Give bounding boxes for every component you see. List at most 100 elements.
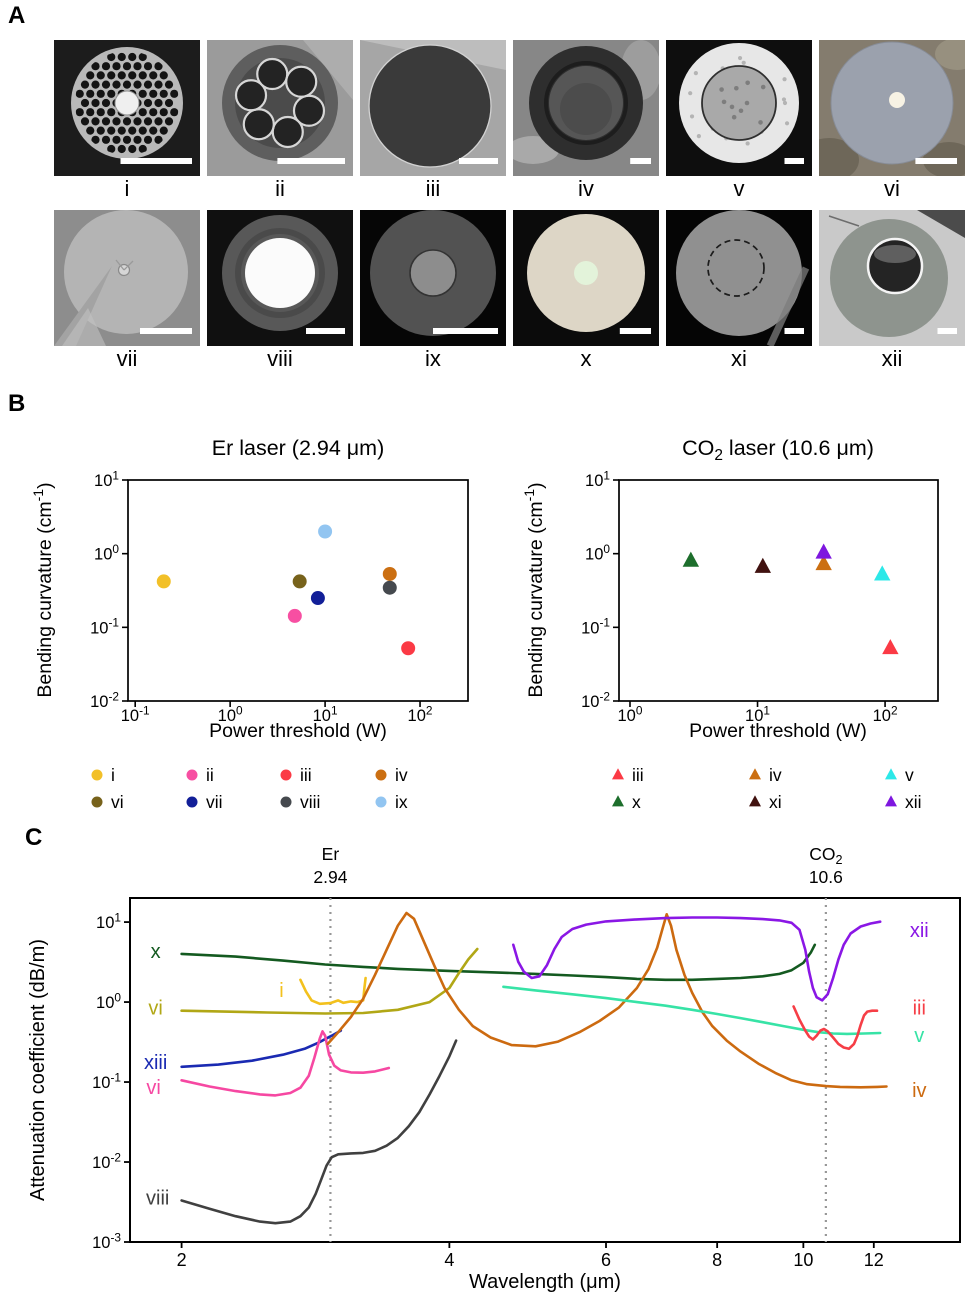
micrograph-cell-i: i: [54, 40, 200, 204]
y-tick-label: 10-2: [90, 689, 119, 711]
y-tick-label: 10-3: [92, 1230, 121, 1252]
panel-c-label: C: [25, 824, 43, 851]
point-vi: [292, 574, 307, 589]
x-tick-label: 6: [601, 1250, 611, 1270]
curve-v: [502, 985, 882, 1036]
x-tick-label: 101: [745, 703, 770, 725]
micrograph-cell-iv: iv: [513, 40, 659, 204]
curve-iii: [792, 1005, 879, 1051]
legend-label: iii: [300, 765, 312, 785]
co2-laser-chart: CO2 laser (10.6 μm) Bending curvature (cm…: [521, 436, 939, 812]
legend-marker: [375, 769, 387, 781]
x-axis-label: Wavelength (μm): [469, 1271, 621, 1293]
y-tick-label: 101: [94, 468, 119, 490]
scale-bar: [459, 158, 498, 164]
micrograph-cell-xii: xii: [819, 210, 965, 374]
micrograph-vi: [819, 40, 965, 176]
y-axis-label: Bending curvature (cm-1): [521, 482, 547, 697]
legend-label: ix: [395, 792, 408, 812]
x-tick-label: 8: [712, 1250, 722, 1270]
legend-item-xii: xii: [885, 792, 922, 812]
curve-label-v: v: [914, 1025, 924, 1047]
micrograph-label-xi: xi: [731, 346, 747, 371]
micrograph-label-vii: vii: [116, 346, 138, 371]
micrograph-x: [513, 210, 659, 346]
micrograph-cell-iii: iii: [360, 40, 506, 204]
legend-label: vii: [206, 792, 223, 812]
point-ii: [287, 608, 302, 623]
curve-vi-pink: [180, 1030, 391, 1097]
point-iii: [882, 639, 899, 655]
legend-marker: [749, 795, 761, 807]
scale-bar: [630, 158, 651, 164]
y-tick-label: 101: [585, 468, 610, 490]
micrograph-cell-x: x: [513, 210, 659, 374]
micrograph-cell-vi: vi: [819, 40, 965, 204]
micrograph-vii: [54, 210, 200, 346]
legend-marker: [885, 768, 897, 780]
plot-frame: [618, 479, 939, 702]
micrograph-label-viii: viii: [267, 346, 293, 371]
legend-label: iv: [769, 765, 782, 785]
micrograph-i: [54, 40, 200, 176]
micrograph-cell-viii: viii: [207, 210, 353, 374]
x-tick-label: 100: [618, 703, 643, 725]
micrograph-cell-v: v: [666, 40, 812, 204]
laser-annotation: Er: [322, 844, 340, 864]
legend-marker: [280, 796, 292, 808]
x-tick-label: 10: [793, 1250, 813, 1270]
plot-frame: [127, 479, 469, 702]
legend-label: xi: [769, 792, 782, 812]
x-tick-label: 10-1: [121, 703, 150, 725]
plot-frame: [129, 897, 961, 1243]
micrograph-cell-vii: vii: [54, 210, 200, 374]
scale-bar: [140, 328, 192, 334]
legend-item-iii: iii: [280, 765, 312, 785]
point-viii: [382, 580, 397, 595]
micrograph-cell-xi: xi: [666, 210, 812, 374]
legend-item-xi: xi: [749, 792, 782, 812]
legend-label: ii: [206, 765, 214, 785]
legend-marker: [612, 795, 624, 807]
scale-bar: [619, 328, 651, 334]
point-v: [874, 565, 891, 581]
point-xii: [815, 543, 832, 559]
legend-item-vi: vi: [91, 792, 124, 812]
scale-bar: [433, 328, 498, 334]
micrograph-grid: i ii iii iv v vi vii viii ix x xi xii: [54, 40, 965, 374]
legend-marker: [91, 769, 103, 781]
micrograph-iii: [360, 40, 506, 176]
curve-label-viii: viii: [146, 1188, 169, 1210]
curve-label-vi-olive: vi: [148, 998, 162, 1020]
legend-marker: [91, 796, 103, 808]
curve-label-iv: iv: [912, 1080, 926, 1102]
y-axis-label: Bending curvature (cm-1): [30, 482, 56, 697]
curve-label-iii: iii: [913, 998, 926, 1020]
x-tick-label: 2: [177, 1250, 187, 1270]
y-tick-label: 10-2: [92, 1150, 121, 1172]
point-xi: [754, 557, 772, 573]
micrograph-ix: [360, 210, 506, 346]
y-tick-label: 10-2: [581, 689, 610, 711]
legend-item-iv: iv: [749, 765, 782, 785]
x-tick-label: 102: [873, 703, 898, 725]
legend-marker: [749, 768, 761, 780]
legend-item-viii: viii: [280, 792, 320, 812]
panel-b-label: B: [8, 390, 26, 417]
x-axis-label: Power threshold (W): [689, 720, 867, 742]
micrograph-label-v: v: [733, 176, 745, 201]
legend-marker: [612, 768, 624, 780]
y-tick-label: 100: [94, 542, 119, 564]
micrograph-ii: [207, 40, 353, 176]
panel-a-label: A: [8, 2, 26, 29]
laser-annotation: CO2: [809, 844, 842, 867]
point-iii: [401, 641, 416, 656]
curve-label-vi-pink: vi: [146, 1077, 160, 1099]
micrograph-iv: [513, 40, 659, 176]
legend-marker: [186, 769, 198, 781]
x-tick-label: 101: [313, 703, 338, 725]
legend-label: viii: [300, 792, 320, 812]
point-vii: [310, 591, 325, 606]
micrograph-label-xii: xii: [881, 346, 903, 371]
